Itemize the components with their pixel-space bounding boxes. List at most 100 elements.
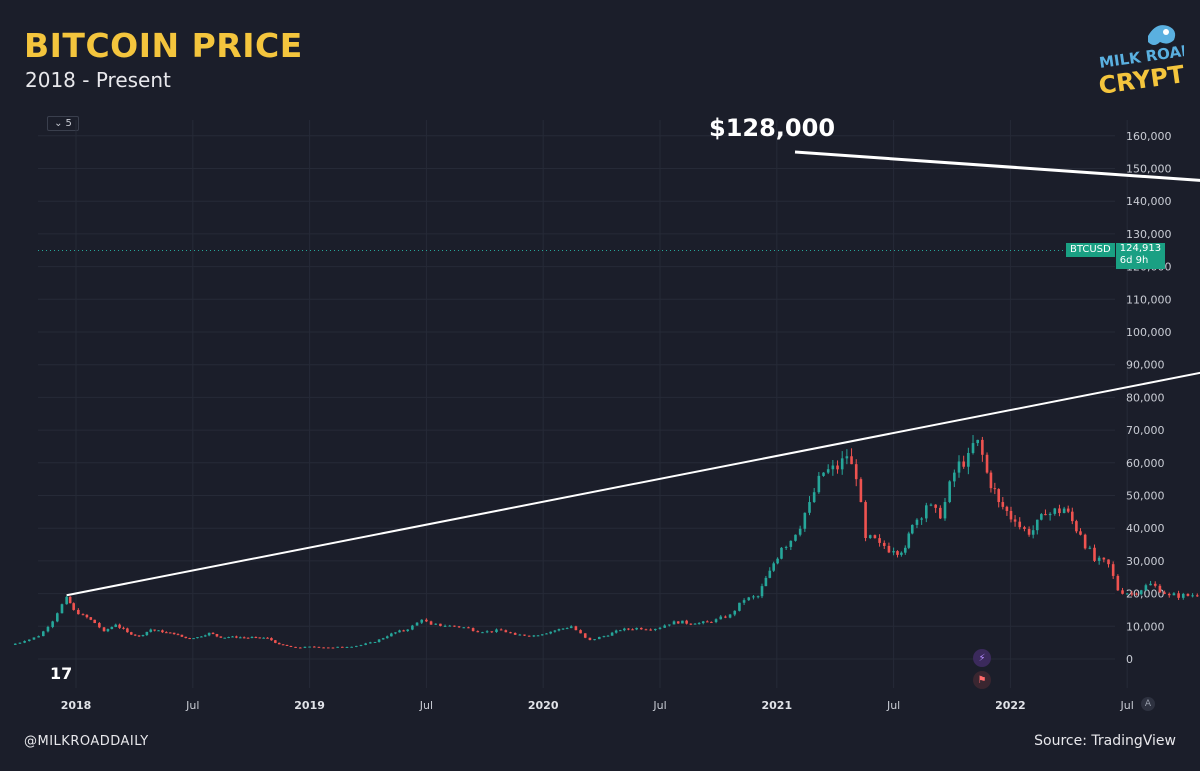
interval-selector[interactable]: ⌄ 5 — [47, 116, 79, 131]
candle-body — [1135, 593, 1138, 595]
candle-body — [859, 479, 863, 503]
candle-body — [1102, 557, 1106, 560]
candle-body — [1035, 519, 1039, 531]
candle-body — [485, 631, 489, 633]
candle-body — [188, 638, 191, 640]
candle-body — [635, 627, 638, 630]
candle-body — [967, 452, 970, 467]
candle-body — [274, 640, 277, 643]
candle-body — [789, 540, 793, 547]
us-flag-event-icon[interactable]: ⚑ — [973, 671, 991, 689]
candle-body — [850, 456, 853, 465]
candle-body — [457, 626, 461, 628]
candle-body — [1062, 508, 1066, 514]
x-tick-label: 2022 — [995, 699, 1026, 712]
candle-body — [681, 620, 684, 624]
candle-body — [565, 628, 569, 630]
annotation-arrow — [794, 150, 1200, 182]
candle-body — [513, 632, 517, 635]
candle-body — [238, 637, 242, 639]
candle-body — [532, 635, 536, 637]
candle-body — [561, 628, 565, 630]
candle-body — [764, 577, 768, 587]
candle-body — [298, 647, 302, 649]
candle-body — [37, 636, 40, 638]
candle-body — [285, 644, 289, 646]
candle-body — [536, 635, 540, 637]
candle-body — [425, 619, 428, 622]
candle-body — [448, 625, 452, 627]
candle-body — [46, 626, 50, 632]
candle-body — [985, 454, 989, 473]
y-tick-label: 40,000 — [1126, 522, 1165, 535]
candle-body — [728, 614, 732, 618]
candle-body — [1186, 593, 1190, 596]
lightning-event-icon[interactable]: ⚡ — [973, 649, 991, 667]
interval-value: 5 — [65, 118, 72, 129]
candle-body — [549, 631, 552, 634]
candle-body — [831, 465, 835, 470]
candle-body — [68, 596, 72, 604]
y-tick-label: 130,000 — [1126, 228, 1172, 241]
candle-body — [1079, 531, 1082, 535]
candle-body — [1153, 583, 1157, 586]
y-tick-label: 70,000 — [1126, 424, 1165, 437]
candle-body — [840, 458, 844, 470]
candle-body — [227, 636, 230, 638]
candle-body — [882, 542, 886, 546]
candle-body — [993, 488, 997, 490]
candle-body — [215, 633, 219, 637]
candle-body — [312, 646, 316, 648]
candle-body — [892, 551, 895, 553]
candle-body — [1040, 514, 1043, 520]
candle-body — [588, 637, 592, 641]
candle-body — [443, 625, 447, 627]
candle-body — [768, 570, 772, 578]
candle-body — [172, 632, 176, 635]
candle-body — [663, 625, 666, 628]
candle-body — [406, 629, 410, 631]
candle-body — [724, 616, 727, 618]
candle-body — [439, 623, 442, 626]
chart-title: BITCOIN PRICE — [24, 26, 303, 65]
price-badge: BTCUSD 124,913 6d 9h — [1066, 243, 1166, 269]
candle-body — [411, 625, 414, 630]
candle-body — [289, 645, 293, 647]
candle-body — [610, 632, 614, 636]
candle-body — [129, 632, 133, 635]
candle-body — [953, 472, 956, 482]
candle-body — [308, 646, 311, 648]
candle-body — [579, 630, 582, 634]
candle-body — [322, 647, 325, 649]
candle-body — [122, 627, 125, 629]
ticker-symbol: BTCUSD — [1066, 243, 1115, 257]
candle-body — [184, 636, 188, 639]
annotation-layer — [794, 150, 1200, 182]
candle-body — [1053, 508, 1057, 514]
candle-body — [207, 632, 211, 636]
candle-body — [331, 647, 335, 649]
candle-body — [903, 547, 907, 553]
candle-body — [102, 627, 106, 632]
candle-body — [203, 635, 207, 637]
candle-body — [223, 637, 227, 639]
candle-body — [733, 610, 737, 615]
candle-body — [56, 613, 59, 622]
candle-body — [934, 504, 937, 508]
candle-body — [196, 637, 199, 639]
candle-body — [32, 637, 36, 640]
candle-body — [1088, 547, 1092, 549]
candle-body — [907, 533, 911, 548]
candle-body — [341, 646, 344, 648]
candle-body — [812, 492, 816, 503]
candle-body — [495, 629, 498, 633]
autoscale-button[interactable]: A — [1141, 697, 1155, 711]
candle-body — [98, 623, 101, 628]
candle-body — [553, 630, 557, 632]
chart-grid — [38, 120, 1128, 688]
candle-body — [836, 465, 839, 470]
candle-body — [583, 633, 587, 638]
x-tick-label: 2020 — [528, 699, 559, 712]
y-tick-label: 150,000 — [1126, 163, 1172, 176]
y-tick-label: 80,000 — [1126, 391, 1165, 404]
